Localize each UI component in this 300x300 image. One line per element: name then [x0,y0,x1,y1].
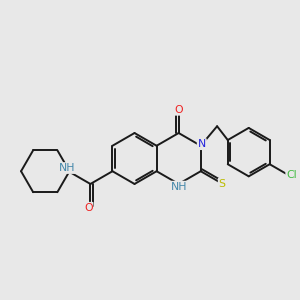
Text: Cl: Cl [286,170,297,180]
Text: NH: NH [171,182,188,192]
Text: O: O [174,105,183,115]
Text: S: S [219,179,226,189]
Text: NH: NH [59,163,76,173]
Text: O: O [84,203,93,213]
Text: N: N [198,139,206,149]
